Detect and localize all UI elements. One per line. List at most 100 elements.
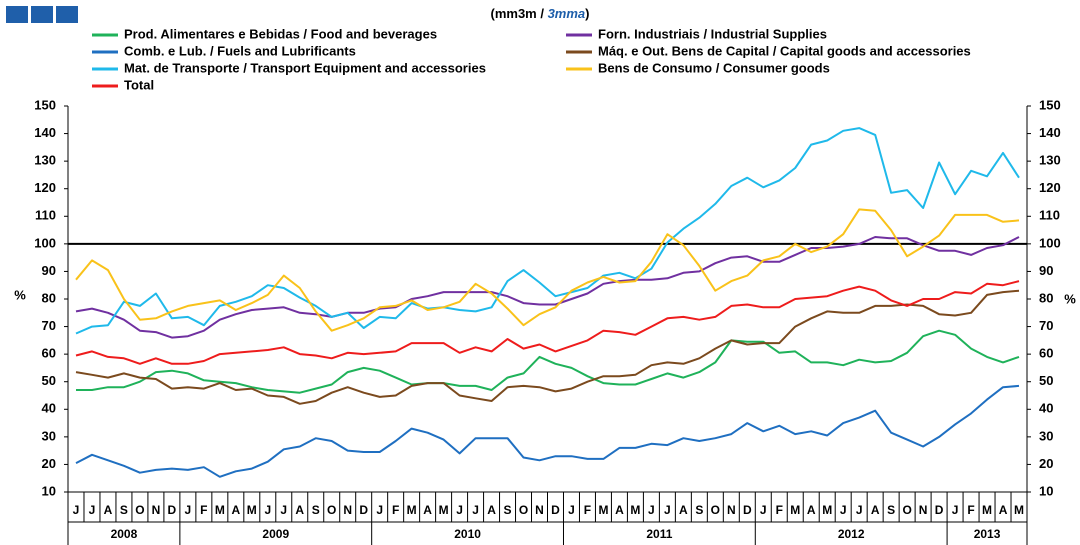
y-tick-label: 80 xyxy=(1039,290,1053,305)
x-tick-label: J xyxy=(648,503,655,517)
x-tick-label: N xyxy=(727,503,736,517)
x-tick-label: A xyxy=(104,503,113,517)
x-tick-label: N xyxy=(919,503,928,517)
y-tick-label: 110 xyxy=(1039,208,1060,223)
x-tick-label: S xyxy=(312,503,320,517)
x-tick-label: D xyxy=(359,503,368,517)
x-tick-label: J xyxy=(952,503,959,517)
y-tick-label: 130 xyxy=(1039,153,1061,168)
x-tick-label: M xyxy=(1014,503,1024,517)
x-tick-label: F xyxy=(392,503,399,517)
y-tick-label: 50 xyxy=(1039,373,1053,388)
year-label: 2008 xyxy=(111,527,138,541)
x-tick-label: D xyxy=(168,503,177,517)
x-tick-label: M xyxy=(439,503,449,517)
x-tick-label: J xyxy=(568,503,575,517)
year-label: 2010 xyxy=(454,527,481,541)
x-tick-label: F xyxy=(776,503,783,517)
logo-block xyxy=(56,6,78,23)
y-tick-label: 90 xyxy=(42,263,56,278)
x-tick-label: J xyxy=(264,503,271,517)
y-tick-label: 70 xyxy=(42,318,56,333)
x-tick-label: J xyxy=(760,503,767,517)
y-tick-label: 120 xyxy=(34,180,56,195)
x-tick-label: D xyxy=(935,503,944,517)
y-tick-label: 140 xyxy=(34,125,56,140)
y-tick-label: 110 xyxy=(35,208,56,223)
y-tick-label: 50 xyxy=(42,373,56,388)
legend-label: Máq. e Out. Bens de Capital / Capital go… xyxy=(598,43,971,58)
logo-block xyxy=(31,6,53,23)
legend-label: Comb. e Lub. / Fuels and Lubrificants xyxy=(124,43,356,58)
x-tick-label: A xyxy=(231,503,240,517)
year-label: 2012 xyxy=(838,527,865,541)
x-tick-label: M xyxy=(598,503,608,517)
x-tick-label: A xyxy=(295,503,304,517)
x-tick-label: A xyxy=(679,503,688,517)
y-tick-label: 150 xyxy=(1039,97,1061,112)
x-tick-label: M xyxy=(790,503,800,517)
series-line xyxy=(75,236,1020,339)
legend-label: Total xyxy=(124,77,154,92)
y-tick-label: 90 xyxy=(1039,263,1053,278)
x-tick-label: D xyxy=(551,503,560,517)
y-axis-label: % xyxy=(1064,291,1076,306)
logo-block xyxy=(6,6,28,23)
series-line xyxy=(75,384,1020,478)
x-tick-label: F xyxy=(584,503,591,517)
subtitle-part: ) xyxy=(585,6,589,21)
series-line xyxy=(76,329,1020,394)
y-tick-label: 20 xyxy=(42,456,56,471)
year-label: 2009 xyxy=(262,527,289,541)
x-tick-label: A xyxy=(871,503,880,517)
subtitle-part: (mm3m / xyxy=(491,6,548,21)
y-tick-label: 60 xyxy=(1039,346,1053,361)
x-tick-label: S xyxy=(504,503,512,517)
y-tick-label: 70 xyxy=(1039,318,1053,333)
year-label: 2013 xyxy=(974,527,1001,541)
x-tick-label: S xyxy=(695,503,703,517)
x-tick-label: J xyxy=(280,503,287,517)
y-tick-label: 140 xyxy=(1039,125,1061,140)
x-tick-label: N xyxy=(343,503,352,517)
x-tick-label: J xyxy=(840,503,847,517)
x-tick-label: S xyxy=(120,503,128,517)
x-tick-label: S xyxy=(887,503,895,517)
subtitle-part: 3mma xyxy=(548,6,586,21)
x-tick-label: O xyxy=(902,503,911,517)
series-line xyxy=(75,127,1020,335)
x-tick-label: M xyxy=(630,503,640,517)
y-tick-label: 60 xyxy=(42,346,56,361)
y-tick-label: 150 xyxy=(34,97,56,112)
subtitle: (mm3m / 3mma) xyxy=(491,6,590,21)
x-tick-label: J xyxy=(472,503,479,517)
x-tick-label: A xyxy=(999,503,1008,517)
y-tick-label: 10 xyxy=(42,483,56,498)
y-tick-label: 100 xyxy=(34,235,56,250)
x-tick-label: O xyxy=(711,503,720,517)
x-tick-label: D xyxy=(743,503,752,517)
y-tick-label: 120 xyxy=(1039,180,1061,195)
y-tick-label: 130 xyxy=(34,153,56,168)
x-tick-label: M xyxy=(982,503,992,517)
x-tick-label: J xyxy=(73,503,80,517)
y-tick-label: 100 xyxy=(1039,235,1061,250)
series-line xyxy=(75,280,1020,365)
year-label: 2011 xyxy=(646,527,672,541)
y-tick-label: 20 xyxy=(1039,456,1053,471)
x-tick-label: J xyxy=(456,503,463,517)
x-tick-label: O xyxy=(135,503,144,517)
x-tick-label: A xyxy=(807,503,816,517)
legend-label: Mat. de Transporte / Transport Equipment… xyxy=(124,60,486,75)
x-tick-label: F xyxy=(200,503,207,517)
legend-label: Forn. Industriais / Industrial Supplies xyxy=(598,26,827,41)
x-tick-label: J xyxy=(664,503,671,517)
y-axis-label: % xyxy=(14,287,26,302)
x-tick-label: J xyxy=(376,503,383,517)
x-tick-label: M xyxy=(247,503,257,517)
y-tick-label: 40 xyxy=(42,401,56,416)
x-tick-label: O xyxy=(519,503,528,517)
legend-label: Bens de Consumo / Consumer goods xyxy=(598,60,830,75)
x-tick-label: N xyxy=(152,503,161,517)
